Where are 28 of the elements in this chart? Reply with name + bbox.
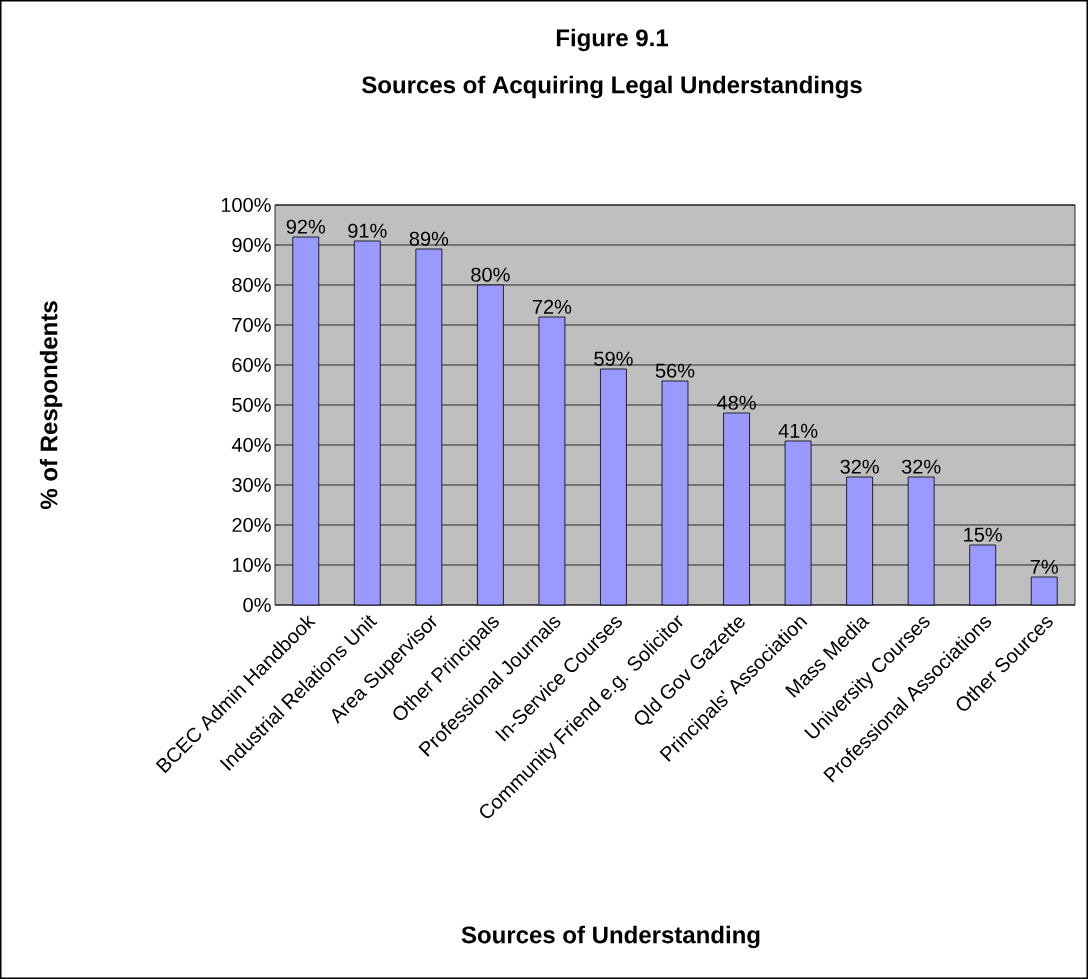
x-axis-title: Sources of Understanding: [461, 925, 760, 949]
y-tick-label: 40%: [231, 437, 271, 453]
data-label: 7%: [1030, 559, 1058, 574]
y-tick-label: 50%: [232, 397, 271, 413]
chart-subtitle: Sources of Acquiring Legal Understandings: [362, 75, 862, 99]
data-label: 48%: [716, 395, 756, 410]
y-tick-label: 10%: [232, 557, 271, 573]
data-label: 32%: [901, 459, 941, 474]
data-label: 72%: [532, 299, 572, 314]
data-label: 56%: [655, 363, 695, 378]
y-tick-label: 70%: [232, 317, 271, 333]
y-tick-label: 0%: [243, 597, 271, 613]
data-label: 91%: [348, 223, 387, 238]
data-label: 89%: [409, 231, 449, 246]
y-axis-title: % of Respondents: [39, 301, 63, 510]
data-label: 15%: [964, 527, 1002, 542]
chart-title: Figure 9.1: [556, 28, 668, 52]
data-label: 80%: [471, 267, 510, 282]
y-tick-label: 30%: [232, 477, 271, 493]
y-tick-label: 100%: [221, 197, 271, 213]
y-tick-label: 80%: [232, 277, 271, 293]
data-label: 59%: [594, 351, 633, 366]
y-tick-label: 60%: [232, 357, 271, 373]
y-tick-label: 90%: [232, 237, 271, 253]
data-label: 32%: [840, 459, 879, 474]
data-label: 92%: [286, 219, 326, 234]
data-label: 41%: [778, 423, 818, 438]
y-tick-label: 20%: [232, 517, 271, 533]
